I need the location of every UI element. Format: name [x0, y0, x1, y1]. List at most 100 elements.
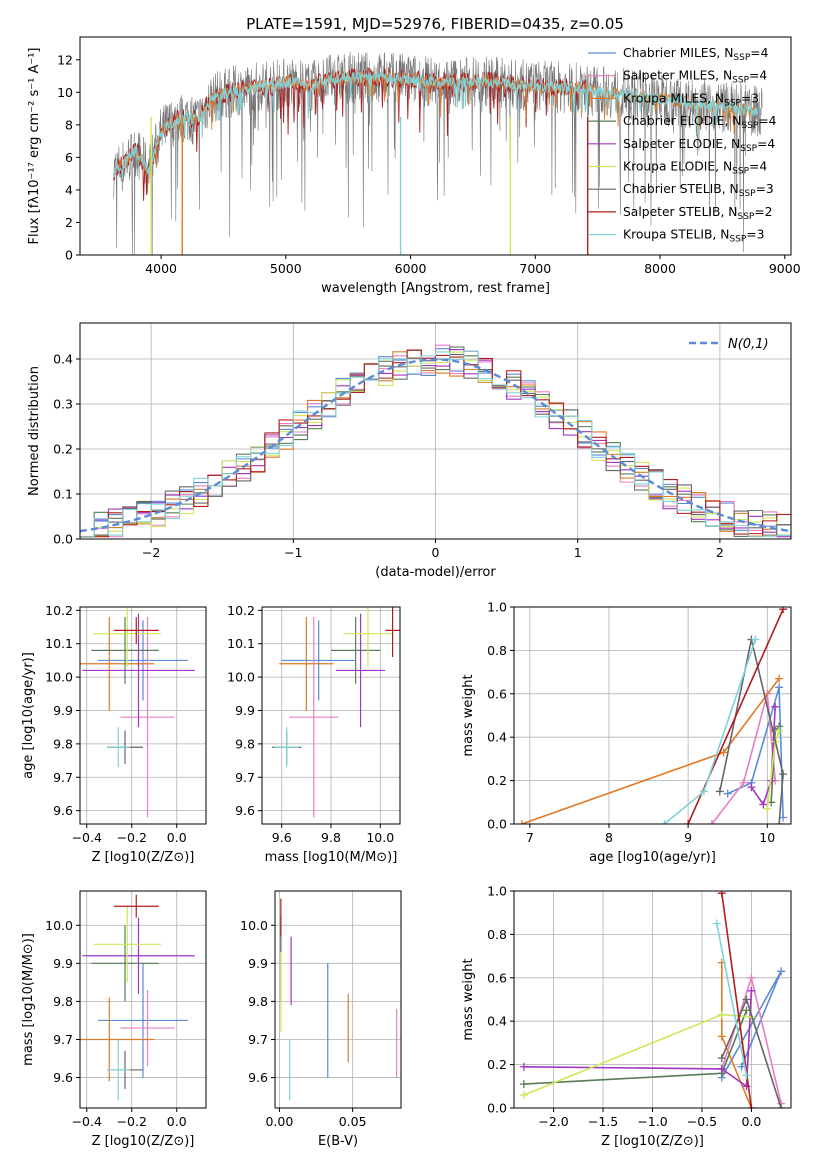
marker-chabrier-elodie — [519, 1080, 528, 1089]
x-axis-label: Z [log10(Z/Z⊙)] — [92, 850, 195, 865]
y-axis-label: mass weight — [461, 674, 476, 756]
y-tick-label: 9.8 — [53, 994, 73, 1009]
y-tick-label: 9.6 — [53, 1070, 73, 1085]
axes-frame — [79, 36, 792, 256]
y-tick-label: 9.7 — [248, 1032, 268, 1047]
y-tick-label: 0.3 — [53, 397, 73, 412]
marker-kroupa-stelib — [712, 919, 721, 928]
x-axis-label: wavelength [Angstrom, rest frame] — [321, 281, 550, 296]
legend-subscript: SSP — [741, 121, 758, 131]
x-axis-label: age [log10(age/yr)] — [589, 850, 716, 865]
legend-subscript: SSP — [724, 98, 741, 108]
y-tick-label: 8 — [65, 117, 73, 132]
mass-vs-metallicity-panel: −0.4 −0.2 0.0 9.6 9.7 9.8 9.9 10.0 Z [log10(Z/Z⊙… — [21, 890, 207, 1149]
marker-salpeter-miles — [707, 820, 716, 824]
x-axis-label: (data-model)/error — [375, 565, 496, 580]
legend-text: Salpeter STELIB, N — [623, 205, 738, 219]
y-tick-label: 10.1 — [227, 636, 255, 651]
legend-label-kroupa-elodie: Kroupa ELODIE, NSSP=4 — [623, 160, 767, 177]
marker-kroupa-miles — [719, 748, 728, 757]
plot-area — [517, 607, 788, 824]
x-tick-label: 9.6 — [272, 830, 292, 845]
legend-suffix: =2 — [754, 205, 772, 219]
y-tick-label: 0.4 — [53, 352, 73, 367]
legend-text: Chabrier STELIB, N — [623, 182, 739, 196]
y-tick-label: 9.7 — [53, 770, 73, 785]
marker-kroupa-miles — [717, 1032, 726, 1041]
x-tick-label: 10.0 — [366, 830, 394, 845]
marker-salpeter-elodie — [519, 1062, 528, 1071]
x-axis-label: mass [log10(M/M⊙)] — [265, 850, 398, 865]
x-tick-label: −1.0 — [637, 1114, 667, 1129]
massweight-vs-age-panel: 7 8 9 10 0.0 0.2 0.4 0.6 0.8 1.0 age [log10(age/yr… — [461, 600, 792, 865]
plot-area — [271, 607, 400, 818]
x-axis-label: Z [log10(Z/Z⊙)] — [92, 1134, 195, 1149]
y-tick-label: 0.4 — [487, 1014, 507, 1029]
series-line-kroupa-miles — [521, 678, 780, 824]
x-tick-label: 7000 — [519, 261, 551, 276]
marker-salpeter-stelib — [717, 891, 726, 898]
series-line-kroupa-stelib — [716, 923, 748, 1076]
x-tick-label: 5000 — [270, 261, 302, 276]
marker-chabrier-miles — [777, 967, 786, 976]
legend-subscript: SSP — [732, 167, 749, 177]
mass-vs-ebv-panel: 0.00 0.05 9.6 9.7 9.8 9.9 10.0 E(B-V) — [240, 890, 402, 1149]
plot-area — [280, 898, 398, 1101]
y-tick-label: 9.8 — [235, 736, 255, 751]
x-tick-label: −2 — [142, 545, 160, 560]
y-tick-label: 10.0 — [45, 918, 73, 933]
marker-kroupa-elodie — [763, 804, 772, 813]
marker-kroupa-stelib — [742, 1071, 751, 1080]
y-axis-label: Flux [fλ10⁻¹⁷ erg cm⁻² s⁻¹ A⁻¹] — [27, 48, 42, 245]
y-tick-label: 1.0 — [487, 600, 507, 615]
y-tick-label: 0.6 — [487, 970, 507, 985]
x-tick-label: −0.4 — [72, 830, 102, 845]
plot-area — [113, 51, 763, 255]
marker-salpeter-stelib — [747, 1104, 756, 1108]
x-tick-label: −0.2 — [117, 1114, 147, 1129]
plot-area — [80, 607, 195, 818]
legend-text: Kroupa MILES, N — [623, 91, 724, 105]
y-tick-label: 9.9 — [235, 703, 255, 718]
legend-text: Chabrier MILES, N — [623, 46, 733, 60]
x-tick-label: 0.00 — [265, 1114, 293, 1129]
legend-label-chabrier-elodie: Chabrier ELODIE, NSSP=4 — [623, 114, 777, 131]
marker-chabrier-stelib — [717, 1054, 726, 1063]
normal-curve — [80, 358, 791, 533]
axes-frame — [513, 606, 792, 825]
y-tick-label: 10.2 — [45, 603, 73, 618]
legend-label-chabrier-miles: Chabrier MILES, NSSP=4 — [623, 46, 769, 63]
x-tick-label: 1 — [574, 545, 582, 560]
marker-chabrier-stelib — [742, 995, 751, 1004]
legend-subscript: SSP — [733, 53, 750, 63]
y-tick-label: 9.8 — [53, 736, 73, 751]
y-tick-label: 6 — [65, 150, 73, 165]
y-tick-label: 10 — [57, 85, 73, 100]
legend-text: Kroupa STELIB, N — [623, 228, 729, 242]
marker-salpeter-elodie — [747, 986, 756, 995]
x-tick-label: −1 — [284, 545, 302, 560]
y-tick-label: 4 — [65, 182, 73, 197]
x-tick-label: 10 — [759, 830, 775, 845]
x-tick-label: 7 — [526, 830, 534, 845]
legend-label-salpeter-elodie: Salpeter ELODIE, NSSP=4 — [623, 137, 775, 154]
x-tick-label: 0.0 — [741, 1114, 761, 1129]
marker-kroupa-stelib — [699, 787, 708, 796]
y-tick-label: 2 — [65, 215, 73, 230]
legend-label-kroupa-miles: Kroupa MILES, NSSP=3 — [623, 91, 759, 108]
age-vs-mass-panel: 9.6 9.8 10.0 9.6 9.7 9.8 9.9 10.0 10.1 10.2 mass [… — [227, 603, 401, 865]
x-tick-label: 0.0 — [167, 1114, 187, 1129]
x-tick-label: −0.4 — [72, 1114, 102, 1129]
legend-suffix: =3 — [756, 182, 774, 196]
x-tick-label: −0.2 — [117, 830, 147, 845]
y-tick-label: 10.0 — [240, 918, 268, 933]
legend-text: Chabrier ELODIE, N — [623, 114, 741, 128]
legend-label-chabrier-stelib: Chabrier STELIB, NSSP=3 — [623, 182, 774, 199]
x-tick-label: 0.0 — [167, 830, 187, 845]
marker-chabrier-stelib — [779, 770, 788, 779]
y-tick-label: 0.2 — [53, 442, 73, 457]
legend-label-normal: N(0,1) — [728, 337, 769, 352]
marker-salpeter-elodie — [759, 800, 768, 809]
y-tick-label: 0.0 — [53, 532, 73, 547]
